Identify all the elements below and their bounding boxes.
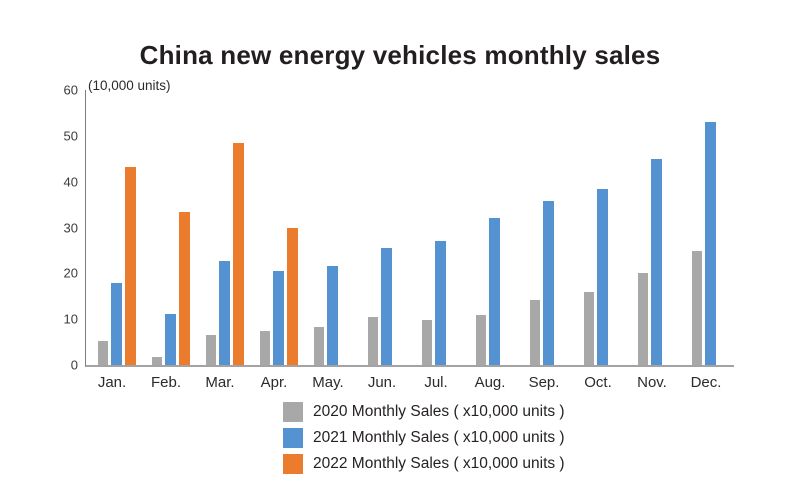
legend-label: 2021 Monthly Sales ( x10,000 units ) xyxy=(313,429,565,446)
y-tick-label: 30 xyxy=(63,220,78,235)
plot-area xyxy=(85,90,734,367)
x-tick-label: Sep. xyxy=(528,374,560,391)
x-tick-label: Dec. xyxy=(690,374,722,391)
x-tick-label: Aug. xyxy=(474,374,506,391)
bar xyxy=(233,143,244,365)
y-tick-label: 20 xyxy=(63,265,78,281)
chart-title: China new energy vehicles monthly sales xyxy=(139,40,661,70)
x-tick-label: Mar. xyxy=(205,374,235,391)
x-tick-label: Oct. xyxy=(584,374,612,391)
bar xyxy=(435,240,446,365)
bar xyxy=(219,261,230,365)
bar xyxy=(179,211,190,365)
bar xyxy=(273,270,284,365)
y-tick-label: 10 xyxy=(63,311,78,327)
x-tick-label: Jun. xyxy=(367,374,397,391)
bar xyxy=(111,282,122,365)
bar xyxy=(260,330,270,365)
x-tick-label: May. xyxy=(312,374,344,391)
legend-item: 2022 Monthly Sales ( x10,000 units ) xyxy=(283,454,565,474)
y-tick-label: 0 xyxy=(70,357,78,373)
legend-swatch xyxy=(283,428,303,448)
bar xyxy=(530,300,540,365)
bar xyxy=(597,189,608,365)
bar xyxy=(422,320,432,365)
bar xyxy=(543,201,554,365)
x-tick-label: Nov. xyxy=(637,374,667,391)
bar xyxy=(165,314,176,365)
y-tick-label: 60 xyxy=(63,82,78,98)
chart-legend: 2020 Monthly Sales ( x10,000 units ) 2021… xyxy=(283,402,565,480)
bar xyxy=(476,315,486,365)
bar xyxy=(314,327,324,365)
legend-swatch xyxy=(283,402,303,422)
x-tick-label: Jul. xyxy=(424,374,448,391)
bar xyxy=(152,356,162,365)
x-tick-label: Feb. xyxy=(150,374,181,391)
bar xyxy=(692,251,702,365)
bar xyxy=(206,334,216,365)
bar xyxy=(327,265,338,365)
bar xyxy=(368,317,378,365)
legend-label: 2022 Monthly Sales ( x10,000 units ) xyxy=(313,455,565,472)
y-axis-unit-label: (10,000 units) xyxy=(88,78,171,93)
bar xyxy=(584,291,594,365)
legend-item: 2020 Monthly Sales ( x10,000 units ) xyxy=(283,402,565,422)
legend-item: 2021 Monthly Sales ( x10,000 units ) xyxy=(283,428,565,448)
x-tick-label: Apr. xyxy=(260,374,288,391)
bar xyxy=(651,158,662,365)
legend-label: 2020 Monthly Sales ( x10,000 units ) xyxy=(313,403,565,420)
bar xyxy=(638,273,648,365)
bar xyxy=(98,340,108,365)
bar xyxy=(705,122,716,365)
y-tick-label: 50 xyxy=(63,128,78,144)
bar xyxy=(287,227,298,365)
bar xyxy=(381,247,392,365)
bar xyxy=(489,217,500,365)
bar xyxy=(125,167,136,365)
x-tick-label: Jan. xyxy=(97,374,127,391)
legend-swatch xyxy=(283,454,303,474)
y-tick-label: 40 xyxy=(63,174,78,190)
